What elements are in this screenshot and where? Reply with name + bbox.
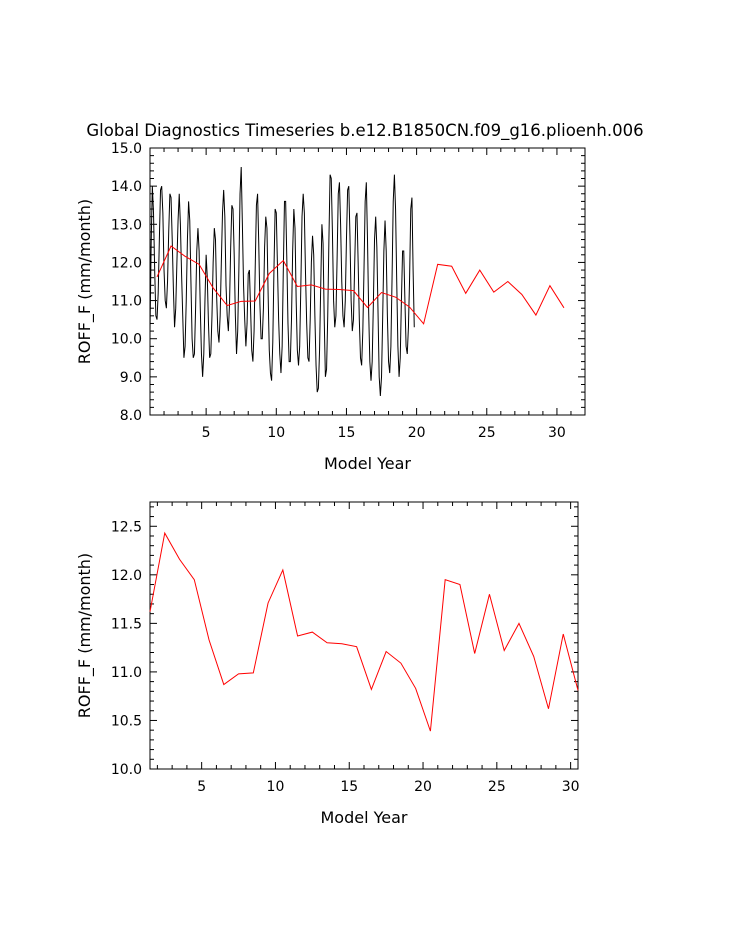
bottom-x-tick-label: 5 (197, 779, 206, 795)
top-x-tick-label: 20 (408, 425, 426, 441)
top-y-tick-label: 8.0 (120, 408, 142, 424)
bottom-x-axis-label: Model Year (321, 808, 408, 827)
bottom-y-tick-label: 10.0 (111, 762, 142, 778)
bottom-x-tick-label: 25 (488, 779, 506, 795)
annual-timeseries-plot: 5 10 15 20 25 30 10.0 10.5 11.0 11.5 12.0 12.5 Model… (75, 501, 580, 827)
top-annual-mean-series-line (156, 245, 565, 325)
top-plot-frame (149, 147, 586, 416)
bottom-x-tick-label: 15 (340, 779, 358, 795)
top-y-tick-label: 10.0 (111, 332, 142, 348)
top-y-tick-label: 15.0 (111, 141, 142, 157)
bottom-y-tick-label: 11.5 (111, 616, 142, 632)
top-x-tick-label: 25 (478, 425, 496, 441)
top-y-axis-label: ROFF_F (mm/month) (75, 199, 95, 364)
top-x-axis-label: Model Year (324, 454, 411, 473)
top-x-tick-label: 5 (202, 425, 211, 441)
bottom-y-tick-label: 12.0 (111, 568, 142, 584)
bottom-y-tick-label: 12.5 (111, 519, 142, 535)
top-y-tick-label: 14.0 (111, 179, 142, 195)
top-x-tick-label: 30 (548, 425, 566, 441)
bottom-annual-mean-series-line (149, 531, 579, 732)
chart-title: Global Diagnostics Timeseries b.e12.B185… (86, 121, 643, 141)
top-y-tick-label: 11.0 (111, 294, 142, 310)
top-x-tick-label: 15 (338, 425, 356, 441)
bottom-y-tick-label: 10.5 (111, 713, 142, 729)
top-y-tick-label: 12.0 (111, 255, 142, 271)
bottom-x-tick-label: 20 (414, 779, 432, 795)
top-y-tick-label: 9.0 (120, 370, 142, 386)
bottom-plot-frame (149, 501, 579, 770)
bottom-y-axis-label: ROFF_F (mm/month) (75, 553, 95, 718)
top-monthly-series-line (149, 167, 415, 396)
top-x-tick-label: 10 (267, 425, 285, 441)
bottom-x-tick-label: 30 (562, 779, 580, 795)
bottom-x-tick-label: 10 (267, 779, 285, 795)
top-y-tick-label: 13.0 (111, 217, 142, 233)
bottom-y-tick-label: 11.0 (111, 665, 142, 681)
monthly-timeseries-plot: 5 10 15 20 25 30 8.0 9.0 10.0 11.0 12.0 13.0 14.0 15.… (75, 141, 586, 473)
